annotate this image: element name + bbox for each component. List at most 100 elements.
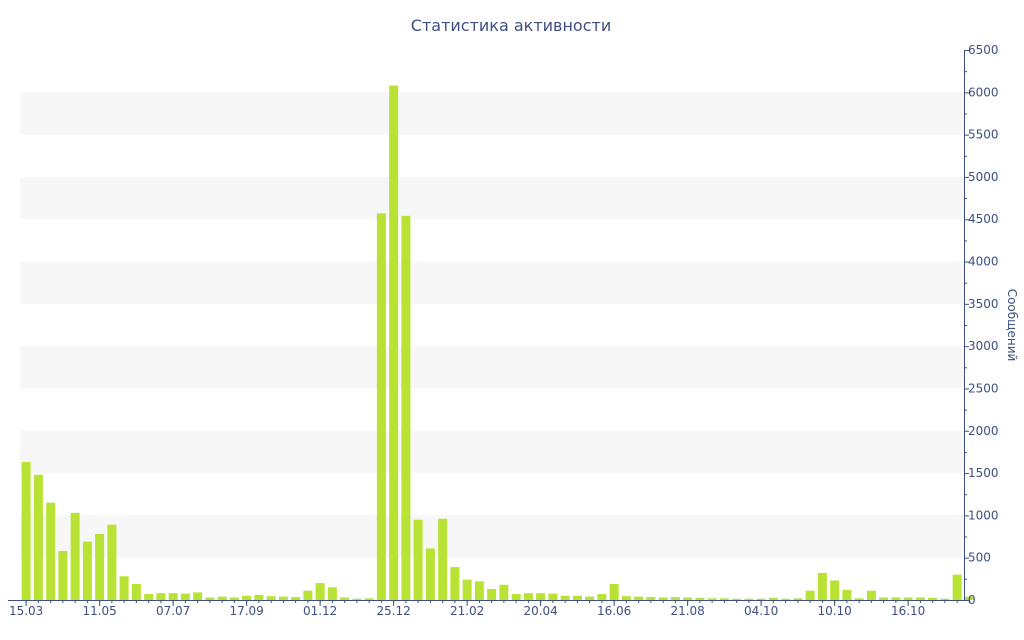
bar <box>854 598 864 600</box>
y-tick-label: 0 <box>968 593 976 607</box>
bar <box>46 502 56 600</box>
x-tick-label: 04.10 <box>744 604 778 618</box>
bar <box>499 584 509 600</box>
bar <box>646 597 656 600</box>
grid-band <box>20 346 964 389</box>
bar <box>879 597 889 600</box>
x-tick-label: 10.10 <box>817 604 851 618</box>
x-tick-label: 17.09 <box>229 604 263 618</box>
bar <box>915 597 925 600</box>
y-tick-label: 4500 <box>968 212 999 226</box>
bar <box>511 594 521 600</box>
bar <box>817 572 827 600</box>
bar <box>719 598 729 600</box>
x-tick-label: 16.06 <box>597 604 631 618</box>
bar <box>781 598 791 600</box>
bar <box>438 518 448 600</box>
bar <box>487 589 497 600</box>
bar <box>903 597 913 600</box>
bar <box>523 593 533 600</box>
bar <box>205 597 215 600</box>
bar <box>413 519 423 600</box>
grid-band <box>20 515 964 558</box>
bar <box>131 583 141 600</box>
bar <box>401 215 411 600</box>
bar <box>327 587 337 600</box>
y-tick-label: 1000 <box>968 508 999 522</box>
grid-band <box>20 261 964 304</box>
bar <box>597 594 607 600</box>
x-tick-label: 16.10 <box>891 604 925 618</box>
bar <box>952 574 962 600</box>
bar <box>830 580 840 600</box>
bar <box>107 524 117 600</box>
bar <box>180 593 190 600</box>
bar <box>866 590 876 600</box>
bar <box>156 593 166 600</box>
grid-band <box>20 176 964 220</box>
x-tick-label: 11.05 <box>82 604 116 618</box>
x-tick-label: 20.04 <box>523 604 557 618</box>
bar <box>560 595 570 600</box>
chart-title: Статистика активности <box>411 16 611 35</box>
y-tick-label: 1500 <box>968 466 999 480</box>
axes: 0 500 1000 1500 2000 2500 3000 3500 4000 4500 5000… <box>8 43 999 618</box>
bar <box>315 583 325 600</box>
y-tick-label: 5500 <box>968 128 999 142</box>
y-tick-label: 2500 <box>968 381 999 395</box>
bar <box>168 593 178 600</box>
bar <box>95 534 105 600</box>
y-tick-label: 500 <box>968 551 991 565</box>
bar <box>621 596 631 600</box>
bar <box>229 597 239 600</box>
grid-band <box>20 430 964 474</box>
bar <box>609 583 619 600</box>
bar <box>217 596 227 600</box>
bar <box>21 462 31 600</box>
bar <box>805 590 815 600</box>
x-tick-label: 07.07 <box>156 604 190 618</box>
bar <box>793 598 803 600</box>
y-tick-label: 6000 <box>968 85 999 99</box>
bar <box>376 213 386 600</box>
x-tick-label: 21.02 <box>450 604 484 618</box>
bar <box>450 567 460 600</box>
bar <box>254 594 264 600</box>
y-tick-label: 3500 <box>968 297 999 311</box>
bar <box>928 597 938 600</box>
bar <box>291 597 301 600</box>
bar <box>193 592 203 600</box>
x-tick-label: 21.08 <box>670 604 704 618</box>
bar <box>278 596 288 600</box>
bar <box>425 548 435 600</box>
bar <box>58 550 68 600</box>
grid-band <box>20 92 964 135</box>
x-tick-label: 15.03 <box>9 604 43 618</box>
y-tick-label: 3000 <box>968 339 999 353</box>
y-tick-label: 2000 <box>968 424 999 438</box>
bar <box>266 596 276 600</box>
bar <box>82 541 92 600</box>
bar <box>340 597 350 600</box>
grid-bands <box>20 92 964 558</box>
bar <box>658 597 668 600</box>
bar <box>744 598 754 600</box>
bar <box>70 512 80 600</box>
y-axis-title: Сообщений <box>1005 289 1019 362</box>
bar <box>670 597 680 600</box>
bar <box>634 596 644 600</box>
bar <box>536 593 546 600</box>
bar <box>940 598 950 600</box>
bar <box>768 597 778 600</box>
bar <box>364 598 374 600</box>
bar <box>732 598 742 600</box>
bar <box>585 596 595 600</box>
bar <box>33 474 43 600</box>
bar <box>891 597 901 600</box>
y-tick-label: 6500 <box>968 43 999 57</box>
bar <box>389 85 399 601</box>
bar <box>695 597 705 600</box>
y-tick-label: 4000 <box>968 255 999 269</box>
